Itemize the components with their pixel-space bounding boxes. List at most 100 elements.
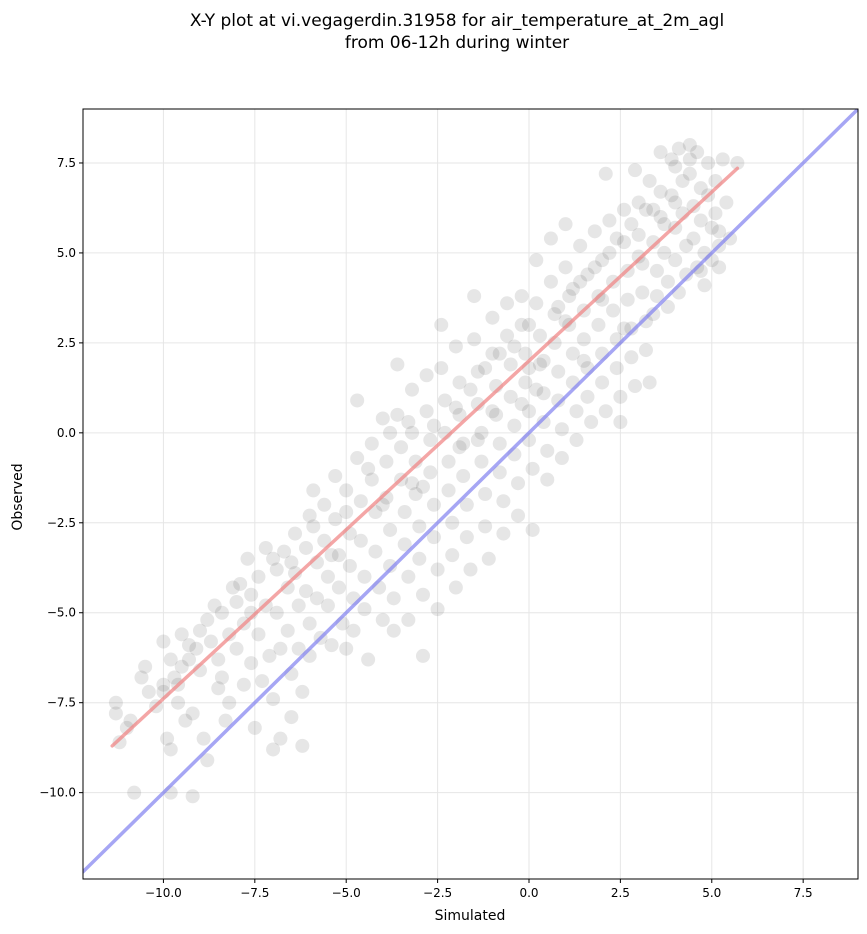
data-point-172: [496, 526, 511, 541]
data-point-272: [682, 137, 697, 152]
data-point-207: [562, 289, 577, 304]
data-point-185: [521, 404, 536, 419]
data-point-274: [686, 199, 701, 214]
data-point-219: [584, 415, 599, 430]
data-point-236: [617, 202, 632, 217]
x-tick-label-6: 5.0: [702, 886, 721, 900]
data-point-89: [339, 641, 354, 656]
data-point-181: [514, 289, 529, 304]
data-point-92: [342, 558, 357, 573]
data-point-4: [134, 670, 149, 685]
data-point-239: [620, 292, 635, 307]
data-point-192: [532, 357, 547, 372]
data-point-235: [613, 415, 628, 430]
data-point-191: [532, 328, 547, 343]
data-point-99: [357, 569, 372, 584]
data-point-124: [405, 425, 420, 440]
data-point-56: [269, 605, 284, 620]
data-point-82: [320, 598, 335, 613]
fit-line: [110, 166, 740, 748]
data-point-170: [492, 465, 507, 480]
y-axis-label: Observed: [10, 463, 26, 530]
data-point-100: [357, 602, 372, 617]
data-point-37: [222, 695, 237, 710]
x-tick-label-0: −10.0: [145, 886, 182, 900]
data-point-130: [415, 648, 430, 663]
data-point-341: [712, 224, 727, 239]
reference-lines: [83, 109, 858, 874]
data-point-218: [580, 389, 595, 404]
data-point-20: [182, 638, 197, 653]
data-point-113: [386, 591, 401, 606]
data-point-233: [609, 361, 624, 376]
data-point-84: [328, 469, 343, 484]
data-point-214: [573, 274, 588, 289]
data-point-11: [160, 731, 175, 746]
x-tick-label-2: −5.0: [332, 886, 361, 900]
data-point-105: [368, 544, 383, 559]
y-tick-label-6: 5.0: [57, 246, 76, 260]
data-point-59: [277, 544, 292, 559]
data-point-1: [108, 706, 123, 721]
data-point-160: [474, 425, 489, 440]
data-point-296: [200, 612, 215, 627]
data-point-304: [426, 418, 441, 433]
data-point-16: [171, 695, 186, 710]
data-point-75: [306, 519, 321, 534]
data-point-57: [273, 641, 288, 656]
data-point-33: [214, 605, 229, 620]
data-point-64: [288, 526, 303, 541]
data-point-263: [664, 188, 679, 203]
data-point-123: [405, 382, 420, 397]
data-point-30: [207, 598, 222, 613]
data-point-305: [448, 400, 463, 415]
data-point-95: [350, 393, 365, 408]
data-point-96: [350, 451, 365, 466]
data-point-148: [448, 339, 463, 354]
data-point-141: [437, 393, 452, 408]
data-point-129: [415, 587, 430, 602]
data-point-311: [536, 353, 551, 368]
data-point-52: [262, 648, 277, 663]
data-point-277: [690, 145, 705, 160]
data-point-182: [514, 317, 529, 332]
data-point-61: [280, 623, 295, 638]
data-point-69: [295, 738, 310, 753]
data-point-226: [598, 404, 613, 419]
data-point-80: [317, 533, 332, 548]
data-point-314: [580, 267, 595, 282]
data-point-139: [434, 317, 449, 332]
data-point-250: [642, 375, 657, 390]
data-point-309: [507, 339, 522, 354]
x-axis-label: Simulated: [435, 908, 506, 924]
data-point-211: [569, 404, 584, 419]
data-point-317: [624, 217, 639, 232]
data-point-168: [489, 407, 504, 422]
data-point-258: [657, 217, 672, 232]
data-point-174: [500, 328, 515, 343]
data-point-319: [653, 209, 668, 224]
data-point-22: [185, 706, 200, 721]
data-point-156: [467, 289, 482, 304]
data-point-262: [664, 152, 679, 167]
data-point-281: [697, 278, 712, 293]
data-point-150: [452, 407, 467, 422]
data-point-17: [174, 627, 189, 642]
data-point-149: [452, 375, 467, 390]
data-point-38: [229, 594, 244, 609]
data-point-143: [441, 454, 456, 469]
data-point-19: [178, 713, 193, 728]
data-point-44: [244, 587, 259, 602]
data-point-306: [463, 382, 478, 397]
data-point-34: [214, 670, 229, 685]
data-point-204: [554, 451, 569, 466]
data-point-83: [324, 638, 339, 653]
data-point-65: [288, 566, 303, 581]
data-point-291: [719, 195, 734, 210]
data-point-128: [412, 551, 427, 566]
chart-title-line-2: from 06-12h during winter: [345, 33, 569, 53]
y-tick-label-3: −2.5: [47, 516, 76, 530]
data-point-252: [646, 202, 661, 217]
